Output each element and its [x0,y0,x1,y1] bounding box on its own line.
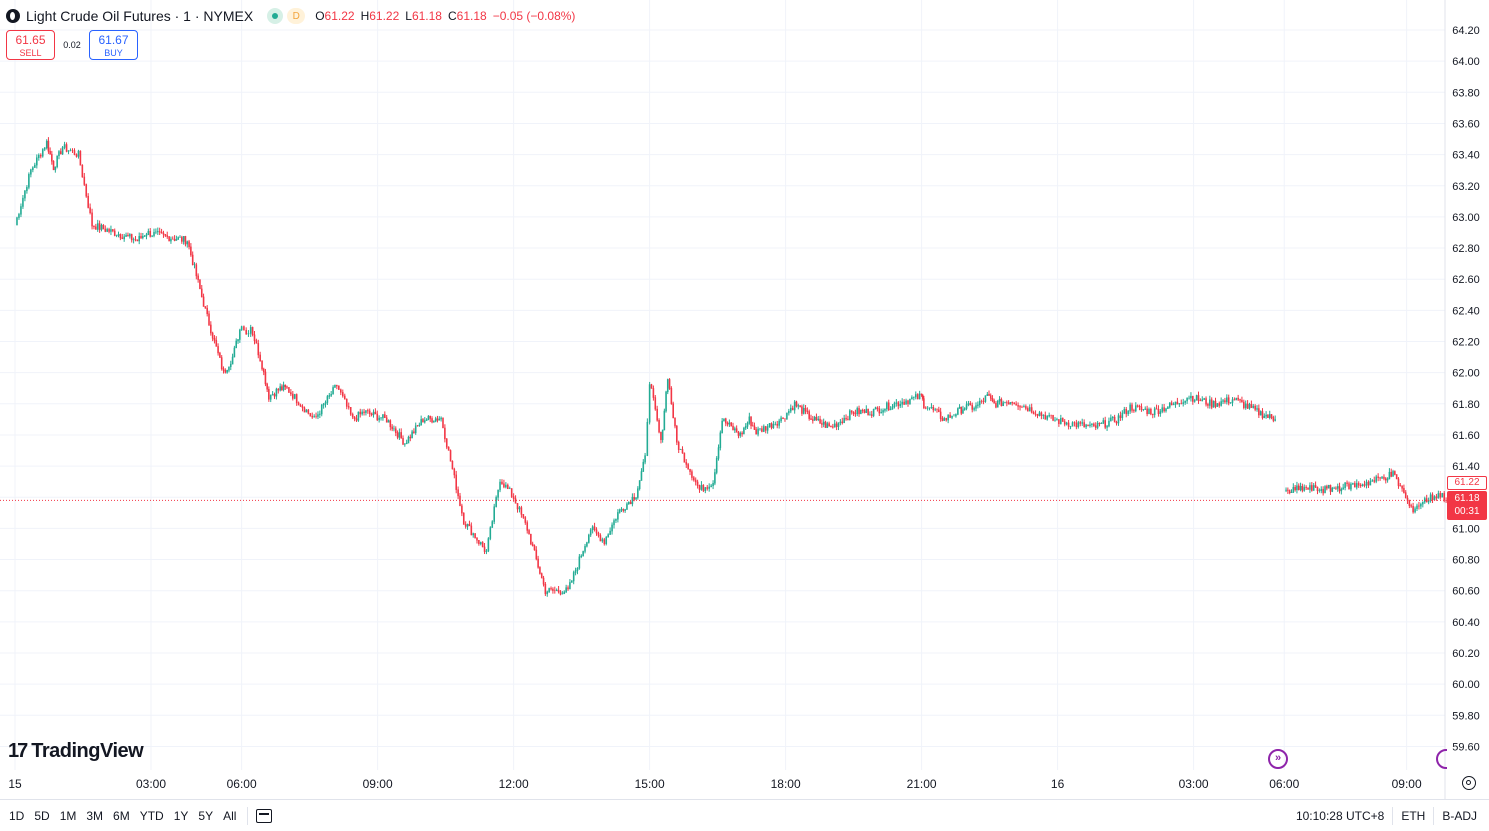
y-tick-label: 63.00 [1452,212,1480,224]
buy-label: BUY [104,48,123,58]
clock-timezone[interactable]: 10:10:28 UTC+8 [1295,809,1385,823]
ohlc-values: O61.22 H61.22 L61.18 C61.18 −0.05 (−0.08… [315,9,575,23]
y-tick-label: 64.20 [1452,25,1480,37]
go-to-realtime-icon[interactable]: » [1268,749,1288,769]
range-5d[interactable]: 5D [34,809,50,823]
range-5y[interactable]: 5Y [198,809,214,823]
price-series [0,137,1453,597]
tradingview-mark-icon: 17 [8,740,28,762]
market-status-icon[interactable] [267,8,284,24]
bottom-toolbar: 1D 5D 1M 3M 6M YTD 1Y 5Y All 10:10:28 UT… [0,799,1489,831]
high-label: H [360,9,370,23]
high-value: 61.22 [369,9,400,23]
range-1d[interactable]: 1D [9,809,25,823]
time-axis: 15 03:00 06:00 09:00 12:00 15:00 18:00 21:00 16 0… [8,777,1422,791]
range-ytd[interactable]: YTD [139,809,164,823]
close-value: 61.18 [456,9,487,23]
chart-grid [0,0,1446,799]
x-tick-label: 15:00 [635,777,665,791]
tradingview-logo[interactable]: 17 TradingView [8,740,144,763]
buy-button[interactable]: 61.67 BUY [89,30,138,60]
range-1m[interactable]: 1M [59,809,77,823]
y-tick-label: 60.40 [1452,617,1480,629]
x-tick-label: 03:00 [136,777,166,791]
y-tick-label: 63.60 [1452,118,1480,130]
y-tick-label: 61.40 [1452,461,1480,473]
brand-name: TradingView [31,740,144,762]
buy-price: 61.67 [98,33,129,47]
low-value: 61.18 [411,9,442,23]
toolbar-divider [247,807,249,825]
spread-value: 0.02 [63,40,81,50]
last-price: 61.18 [1454,493,1480,504]
sell-label: SELL [19,48,42,58]
y-tick-label: 62.60 [1452,274,1480,286]
date-range-selector: 1D 5D 1M 3M 6M YTD 1Y 5Y All [4,809,241,823]
y-tick-label: 63.80 [1452,87,1480,99]
chart-settings-icon[interactable] [1462,776,1476,790]
session-toggle[interactable]: ETH [1401,809,1426,823]
y-tick-label: 64.00 [1452,56,1480,68]
y-tick-label: 63.40 [1452,150,1480,162]
trade-panel: 61.65 SELL 0.02 61.67 BUY [6,30,138,60]
delay-badge[interactable]: D [287,8,306,24]
status-info: 10:10:28 UTC+8 ETH B-ADJ [1288,807,1485,825]
symbol-logo-icon [6,9,20,23]
close-label: C [447,9,457,23]
toolbar-divider [1433,807,1435,825]
y-tick-label: 61.00 [1452,523,1480,535]
range-3m[interactable]: 3M [86,809,104,823]
open-label: O [315,9,325,23]
range-all[interactable]: All [223,809,237,823]
y-tick-label: 62.20 [1452,337,1480,349]
x-tick-label: 15 [8,777,22,791]
change-value: −0.05 (−0.08%) [492,9,576,23]
go-to-date-calendar-icon[interactable] [256,809,273,823]
y-tick-label: 59.80 [1452,710,1480,722]
y-tick-label: 60.00 [1452,679,1480,691]
y-tick-label: 60.60 [1452,586,1480,598]
x-tick-label: 06:00 [1269,777,1299,791]
symbol-legend: Light Crude Oil Futures · 1 · NYMEX D O6… [6,6,575,26]
symbol-title[interactable]: Light Crude Oil Futures · 1 · NYMEX [26,8,254,24]
y-tick-label: 61.80 [1452,399,1480,411]
x-tick-label: 03:00 [1179,777,1209,791]
y-tick-label: 60.80 [1452,555,1480,567]
sell-price: 61.65 [15,33,46,47]
scroll-to-latest-icon[interactable] [1436,749,1447,769]
x-tick-label: 18:00 [771,777,801,791]
range-1y[interactable]: 1Y [173,809,189,823]
low-label: L [405,9,412,23]
price-axis: 64.20 64.00 63.80 63.60 63.40 63.20 63.00 62.80… [1452,25,1480,753]
x-tick-label: 09:00 [363,777,393,791]
y-tick-label: 62.00 [1452,368,1480,380]
y-tick-label: 62.40 [1452,305,1480,317]
y-tick-label: 62.80 [1452,243,1480,255]
y-tick-label: 59.60 [1452,741,1480,753]
toolbar-divider [1392,807,1394,825]
bar-countdown: 00:31 [1454,506,1480,517]
range-6m[interactable]: 6M [113,809,130,823]
x-tick-label: 16 [1051,777,1065,791]
x-tick-label: 06:00 [227,777,257,791]
y-tick-label: 63.20 [1452,181,1480,193]
x-tick-label: 21:00 [907,777,937,791]
y-tick-label: 60.20 [1452,648,1480,660]
last-price-tag: 61.18 00:31 [1447,491,1487,520]
adjustment-toggle[interactable]: B-ADJ [1442,809,1477,823]
x-tick-label: 12:00 [499,777,529,791]
x-tick-label: 09:00 [1392,777,1422,791]
open-price-tag: 61.22 [1447,476,1487,490]
sell-button[interactable]: 61.65 SELL [6,30,55,60]
y-tick-label: 61.60 [1452,430,1480,442]
open-value: 61.22 [324,9,355,23]
